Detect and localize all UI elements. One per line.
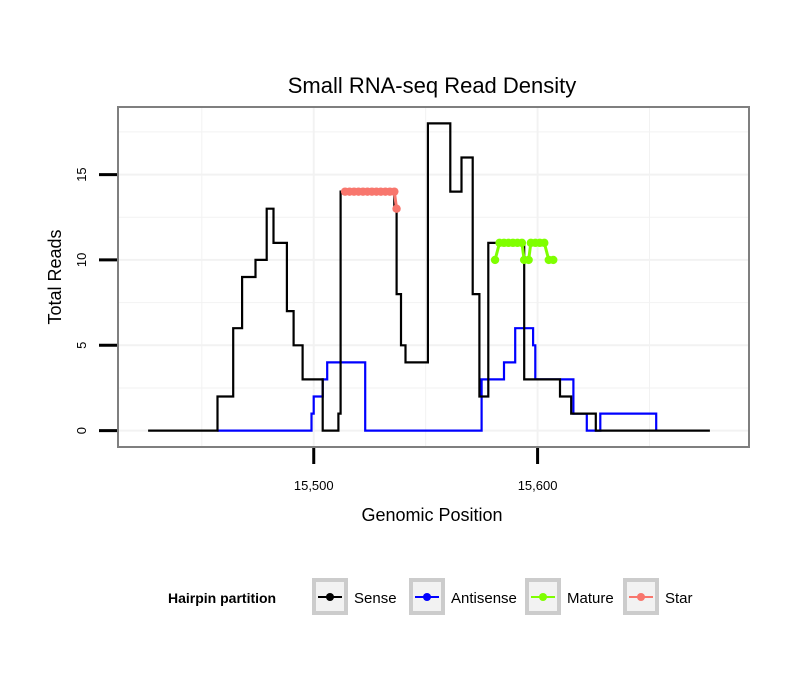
grid [119, 108, 748, 446]
sense-line [148, 122, 710, 432]
mature-point [517, 238, 527, 248]
legend-entries: Sense Antisense Mature Star [312, 578, 693, 615]
legend-item-sense: Sense [312, 578, 397, 615]
plot-border [117, 106, 750, 448]
legend-key-point [326, 593, 334, 601]
legend-label: Antisense [451, 590, 517, 607]
mature-point [524, 255, 533, 265]
legend-label: Sense [354, 590, 397, 607]
legend-key-point [637, 593, 645, 601]
legend-item-antisense: Antisense [409, 578, 517, 615]
legend-title: Hairpin partition [168, 590, 276, 606]
legend-label: Star [665, 590, 693, 607]
x-axis-title: Genomic Position [361, 505, 502, 525]
chart-title: Small RNA-seq Read Density [288, 73, 577, 98]
y-axis: 0 5 10 15 [74, 167, 117, 434]
series-antisense [217, 327, 658, 432]
x-axis: 15,500 15,600 [294, 448, 558, 493]
series-mature [490, 238, 558, 265]
legend-label: Mature [567, 590, 614, 607]
star-point [390, 187, 399, 196]
star-point [392, 204, 401, 213]
mature-point [490, 255, 500, 265]
series-layer [148, 122, 710, 432]
legend-item-mature: Mature [525, 578, 614, 615]
legend-item-star: Star [623, 578, 693, 615]
series-star [340, 187, 401, 213]
x-tick-label: 15,600 [518, 478, 558, 493]
y-tick-label: 5 [74, 342, 89, 349]
legend-key-point [539, 593, 547, 601]
y-tick-label: 15 [74, 167, 89, 181]
y-axis-title: Total Reads [45, 229, 65, 324]
legend: Hairpin partition Sense Antisense Mature St… [168, 578, 693, 615]
series-sense [148, 122, 710, 432]
x-tick-label: 15,500 [294, 478, 334, 493]
mature-point [549, 255, 558, 265]
antisense-line [217, 327, 658, 432]
legend-key-point [423, 593, 431, 601]
y-tick-label: 10 [74, 253, 89, 267]
mature-point [540, 238, 549, 248]
y-tick-label: 0 [74, 427, 89, 434]
